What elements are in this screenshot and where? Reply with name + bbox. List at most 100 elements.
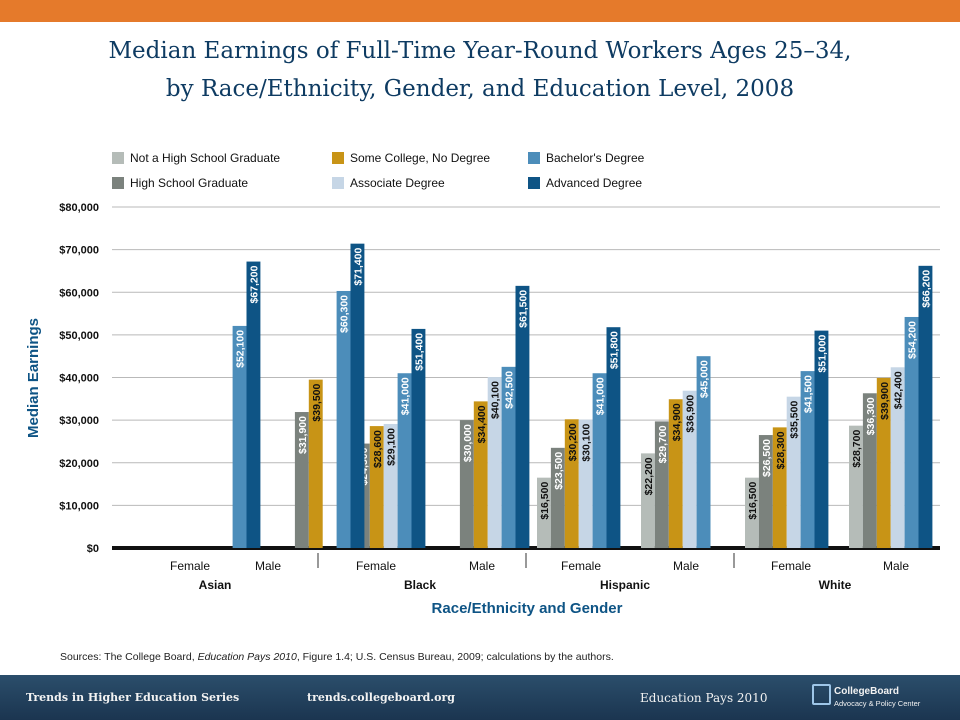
bar <box>383 423 398 548</box>
bar-value-label: $29,700 <box>657 425 669 463</box>
bar <box>564 419 579 548</box>
legend-label: Bachelor's Degree <box>546 151 645 165</box>
bar <box>246 261 261 548</box>
bar-value-label: $42,400 <box>893 371 905 409</box>
bar <box>786 396 801 548</box>
y-tick-label: $0 <box>87 543 99 555</box>
footer-logo-subtitle: Advocacy & Policy Center <box>834 699 921 708</box>
bar-value-label: $28,300 <box>775 431 787 469</box>
legend-swatch <box>528 177 540 189</box>
bar-value-label: $16,500 <box>747 482 759 520</box>
bar-value-label: $51,000 <box>816 334 828 372</box>
bar <box>696 356 711 548</box>
bar <box>578 419 593 548</box>
bar-value-label: $16,500 <box>539 482 551 520</box>
x-category-label: Female <box>356 559 396 573</box>
source-note: Sources: The College Board, Education Pa… <box>60 651 614 663</box>
bar <box>876 377 891 548</box>
x-category-label: Male <box>255 559 281 573</box>
footer-series: Trends in Higher Education Series <box>26 691 240 704</box>
bar <box>606 327 621 548</box>
bar-value-label: $36,900 <box>685 395 697 433</box>
footer-title: Education Pays 2010 <box>640 691 768 705</box>
bar-value-label: $41,500 <box>803 375 815 413</box>
bar-value-label: $66,200 <box>920 270 932 308</box>
top-accent-bar <box>0 0 960 22</box>
bar <box>501 366 516 548</box>
x-category-label: Female <box>561 559 601 573</box>
bar-value-label: $51,800 <box>608 331 620 369</box>
bar-value-label: $60,300 <box>339 295 351 333</box>
bar-value-label: $36,300 <box>865 397 877 435</box>
y-tick-label: $40,000 <box>59 373 99 385</box>
bar <box>654 421 669 548</box>
bar <box>800 371 815 548</box>
y-tick-label: $70,000 <box>59 245 99 257</box>
bar-chart: $0 $10,000 $20,000 $30,000 $40,000 $50,000 $60… <box>25 151 940 617</box>
source-prefix: Sources: The College Board, <box>60 651 198 663</box>
bar <box>336 290 351 548</box>
bar <box>350 243 365 548</box>
bar-value-label: $34,400 <box>476 405 488 443</box>
bar-value-label: $39,900 <box>879 382 891 420</box>
x-group-label: Asian <box>199 578 232 592</box>
bar-value-label: $29,100 <box>386 428 398 466</box>
bar <box>459 420 474 548</box>
bar-value-label: $28,700 <box>851 430 863 468</box>
footer-bar: Trends in Higher Education Series trends… <box>0 675 960 720</box>
bar <box>537 477 551 548</box>
bar-value-label: $71,400 <box>352 248 364 286</box>
footer-logo-name: CollegeBoard <box>834 686 900 697</box>
bar <box>862 393 877 548</box>
bar <box>641 453 655 548</box>
x-group-label: White <box>819 578 852 592</box>
x-group-label: Hispanic <box>600 578 650 592</box>
footer-url[interactable]: trends.collegeboard.org <box>307 691 455 704</box>
bar <box>849 425 863 548</box>
x-group-label: Black <box>404 578 436 592</box>
bar <box>904 316 919 548</box>
bar <box>592 373 607 548</box>
chart-title-line-1: Median Earnings of Full-Time Year-Round … <box>108 38 852 64</box>
bar-value-label: $23,500 <box>553 452 565 490</box>
y-tick-label: $50,000 <box>59 330 99 342</box>
bar-value-label: $51,400 <box>413 333 425 371</box>
college-board-logo-icon <box>812 684 831 705</box>
bar-value-label: $30,200 <box>567 423 579 461</box>
y-tick-label: $80,000 <box>59 202 99 214</box>
bar-value-label: $52,100 <box>235 330 247 368</box>
bar <box>550 447 565 548</box>
legend-label: Advanced Degree <box>546 176 642 190</box>
bar-value-label: $67,200 <box>248 265 260 303</box>
x-category-label: Female <box>771 559 811 573</box>
y-axis-title: Median Earnings <box>25 318 42 438</box>
legend-label: Some College, No Degree <box>350 151 490 165</box>
chart-title-line-2: by Race/Ethnicity, Gender, and Education… <box>165 76 795 102</box>
x-category-label: Female <box>170 559 210 573</box>
bar-value-label: $61,500 <box>517 290 529 328</box>
legend-label: High School Graduate <box>130 176 248 190</box>
chart-title: Median Earnings of Full-Time Year-Round … <box>20 32 940 108</box>
x-category-label: Male <box>883 559 909 573</box>
bar-value-label: $41,000 <box>400 377 412 415</box>
bar-value-label: $41,000 <box>595 377 607 415</box>
bar <box>515 285 530 548</box>
source-italic-title: Education Pays 2010 <box>197 651 297 663</box>
legend-label: Not a High School Graduate <box>130 151 280 165</box>
bar-value-label: $39,500 <box>311 383 323 421</box>
bar <box>487 377 502 548</box>
bar <box>772 427 787 548</box>
bar <box>918 265 933 548</box>
bar <box>369 426 384 548</box>
x-category-label: Male <box>673 559 699 573</box>
bar-value-label: $42,500 <box>504 371 516 409</box>
bar-value-label: $54,200 <box>907 321 919 359</box>
bar <box>758 435 773 548</box>
bar-value-label: $31,900 <box>297 416 309 454</box>
bar <box>814 330 829 548</box>
bar-value-label: $22,200 <box>643 457 655 495</box>
bar <box>308 379 323 548</box>
bar <box>294 412 309 548</box>
legend-swatch <box>332 177 344 189</box>
bar <box>411 328 426 548</box>
